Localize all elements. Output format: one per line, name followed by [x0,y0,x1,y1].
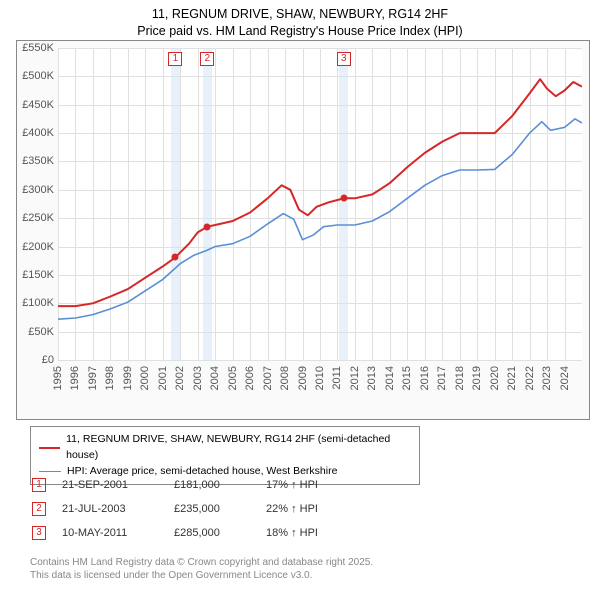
series-line-subject [58,79,582,306]
x-tick-label: 1997 [87,366,99,390]
sales-table: 1 21-SEP-2001£181,00017% ↑ HPI 2 21-JUL-200… [30,472,334,546]
x-tick-label: 2022 [524,366,536,390]
x-tick-label: 1995 [52,366,64,390]
y-tick-label: £400K [12,127,54,139]
x-tick-label: 1998 [104,366,116,390]
x-tick-label: 2001 [157,366,169,390]
x-tick-label: 2018 [454,366,466,390]
x-tick-label: 1999 [122,366,134,390]
sale-delta: 22% ↑ HPI [266,498,332,520]
y-tick-label: £200K [12,241,54,253]
x-tick-label: 2009 [297,366,309,390]
y-tick-label: £300K [12,184,54,196]
y-tick-label: £100K [12,297,54,309]
sale-price: £181,000 [174,474,264,496]
sale-price: £235,000 [174,498,264,520]
chart-container: 11, REGNUM DRIVE, SHAW, NEWBURY, RG14 2H… [0,0,600,590]
x-tick-label: 2017 [436,366,448,390]
sale-idx-box: 3 [32,526,46,540]
sale-price: £285,000 [174,522,264,544]
y-tick-label: £0 [12,354,54,366]
footer-line-2: This data is licensed under the Open Gov… [30,569,373,582]
x-tick-label: 2015 [401,366,413,390]
series-line-hpi [58,119,582,319]
attribution-footer: Contains HM Land Registry data © Crown c… [30,556,373,582]
sale-date: 21-SEP-2001 [62,474,172,496]
y-tick-label: £500K [12,70,54,82]
x-tick-label: 2005 [227,366,239,390]
series-svg [58,48,582,360]
sale-row: 1 21-SEP-2001£181,00017% ↑ HPI [32,474,332,496]
x-tick-label: 2007 [262,366,274,390]
y-tick-label: £50K [12,326,54,338]
x-tick-label: 1996 [69,366,81,390]
footer-line-1: Contains HM Land Registry data © Crown c… [30,556,373,569]
x-tick-label: 2010 [314,366,326,390]
x-tick-label: 2000 [139,366,151,390]
y-tick-label: £150K [12,269,54,281]
x-tick-label: 2023 [541,366,553,390]
sale-row: 2 21-JUL-2003£235,00022% ↑ HPI [32,498,332,520]
x-tick-label: 2011 [331,366,343,390]
x-tick-label: 2016 [419,366,431,390]
y-gridline [58,360,582,361]
y-tick-label: £550K [12,42,54,54]
sale-idx-box: 2 [32,502,46,516]
sale-delta: 18% ↑ HPI [266,522,332,544]
x-tick-label: 2002 [174,366,186,390]
title-block: 11, REGNUM DRIVE, SHAW, NEWBURY, RG14 2H… [0,0,600,40]
x-tick-label: 2024 [559,366,571,390]
y-tick-label: £250K [12,212,54,224]
title-line-2: Price paid vs. HM Land Registry's House … [0,23,600,40]
sale-idx-box: 1 [32,478,46,492]
x-tick-label: 2020 [489,366,501,390]
sale-date: 21-JUL-2003 [62,498,172,520]
x-tick-label: 2013 [366,366,378,390]
sale-row: 3 10-MAY-2011£285,00018% ↑ HPI [32,522,332,544]
x-tick-label: 2004 [209,366,221,390]
sale-date: 10-MAY-2011 [62,522,172,544]
y-tick-label: £350K [12,155,54,167]
y-tick-label: £450K [12,99,54,111]
legend-swatch [39,447,60,449]
x-tick-label: 2019 [471,366,483,390]
x-tick-label: 2008 [279,366,291,390]
sale-delta: 17% ↑ HPI [266,474,332,496]
legend-label: 11, REGNUM DRIVE, SHAW, NEWBURY, RG14 2H… [66,432,411,464]
x-tick-label: 2012 [349,366,361,390]
x-tick-label: 2021 [506,366,518,390]
x-tick-label: 2006 [244,366,256,390]
plot-area: 123 [58,48,582,360]
legend-item: 11, REGNUM DRIVE, SHAW, NEWBURY, RG14 2H… [39,432,411,464]
x-tick-label: 2003 [192,366,204,390]
x-tick-label: 2014 [384,366,396,390]
title-line-1: 11, REGNUM DRIVE, SHAW, NEWBURY, RG14 2H… [0,6,600,23]
